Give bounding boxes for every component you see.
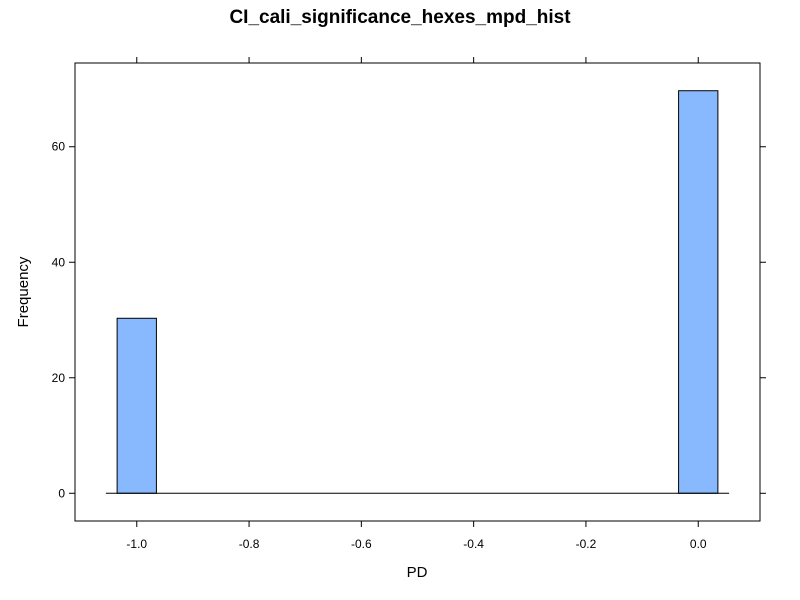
plot-frame: [74, 62, 761, 522]
bars-layer: [116, 90, 719, 494]
x-axis-label: PD: [407, 564, 428, 581]
x-tick-label: -1.0: [126, 537, 147, 551]
y-tick-label: 60: [52, 140, 66, 154]
x-tick-label: -0.6: [351, 537, 372, 551]
x-tick-label: 0.0: [690, 537, 707, 551]
x-tick-label: -0.8: [239, 537, 260, 551]
histogram-bar-0: [116, 317, 157, 494]
x-tick-label: -0.4: [463, 537, 484, 551]
x-tick-label: -0.2: [576, 537, 597, 551]
ticks-layer: -1.0 -0.8 -0.6 -0.4 -0.2 0.0 0 20 40 60: [52, 57, 766, 551]
histogram-bar-1: [678, 90, 719, 494]
y-tick-label: 0: [58, 486, 65, 500]
y-axis-label: Frequency: [15, 256, 32, 327]
y-tick-label: 20: [52, 371, 66, 385]
chart-title: CI_cali_significance_hexes_mpd_hist: [229, 7, 571, 28]
y-tick-label: 40: [52, 255, 66, 269]
